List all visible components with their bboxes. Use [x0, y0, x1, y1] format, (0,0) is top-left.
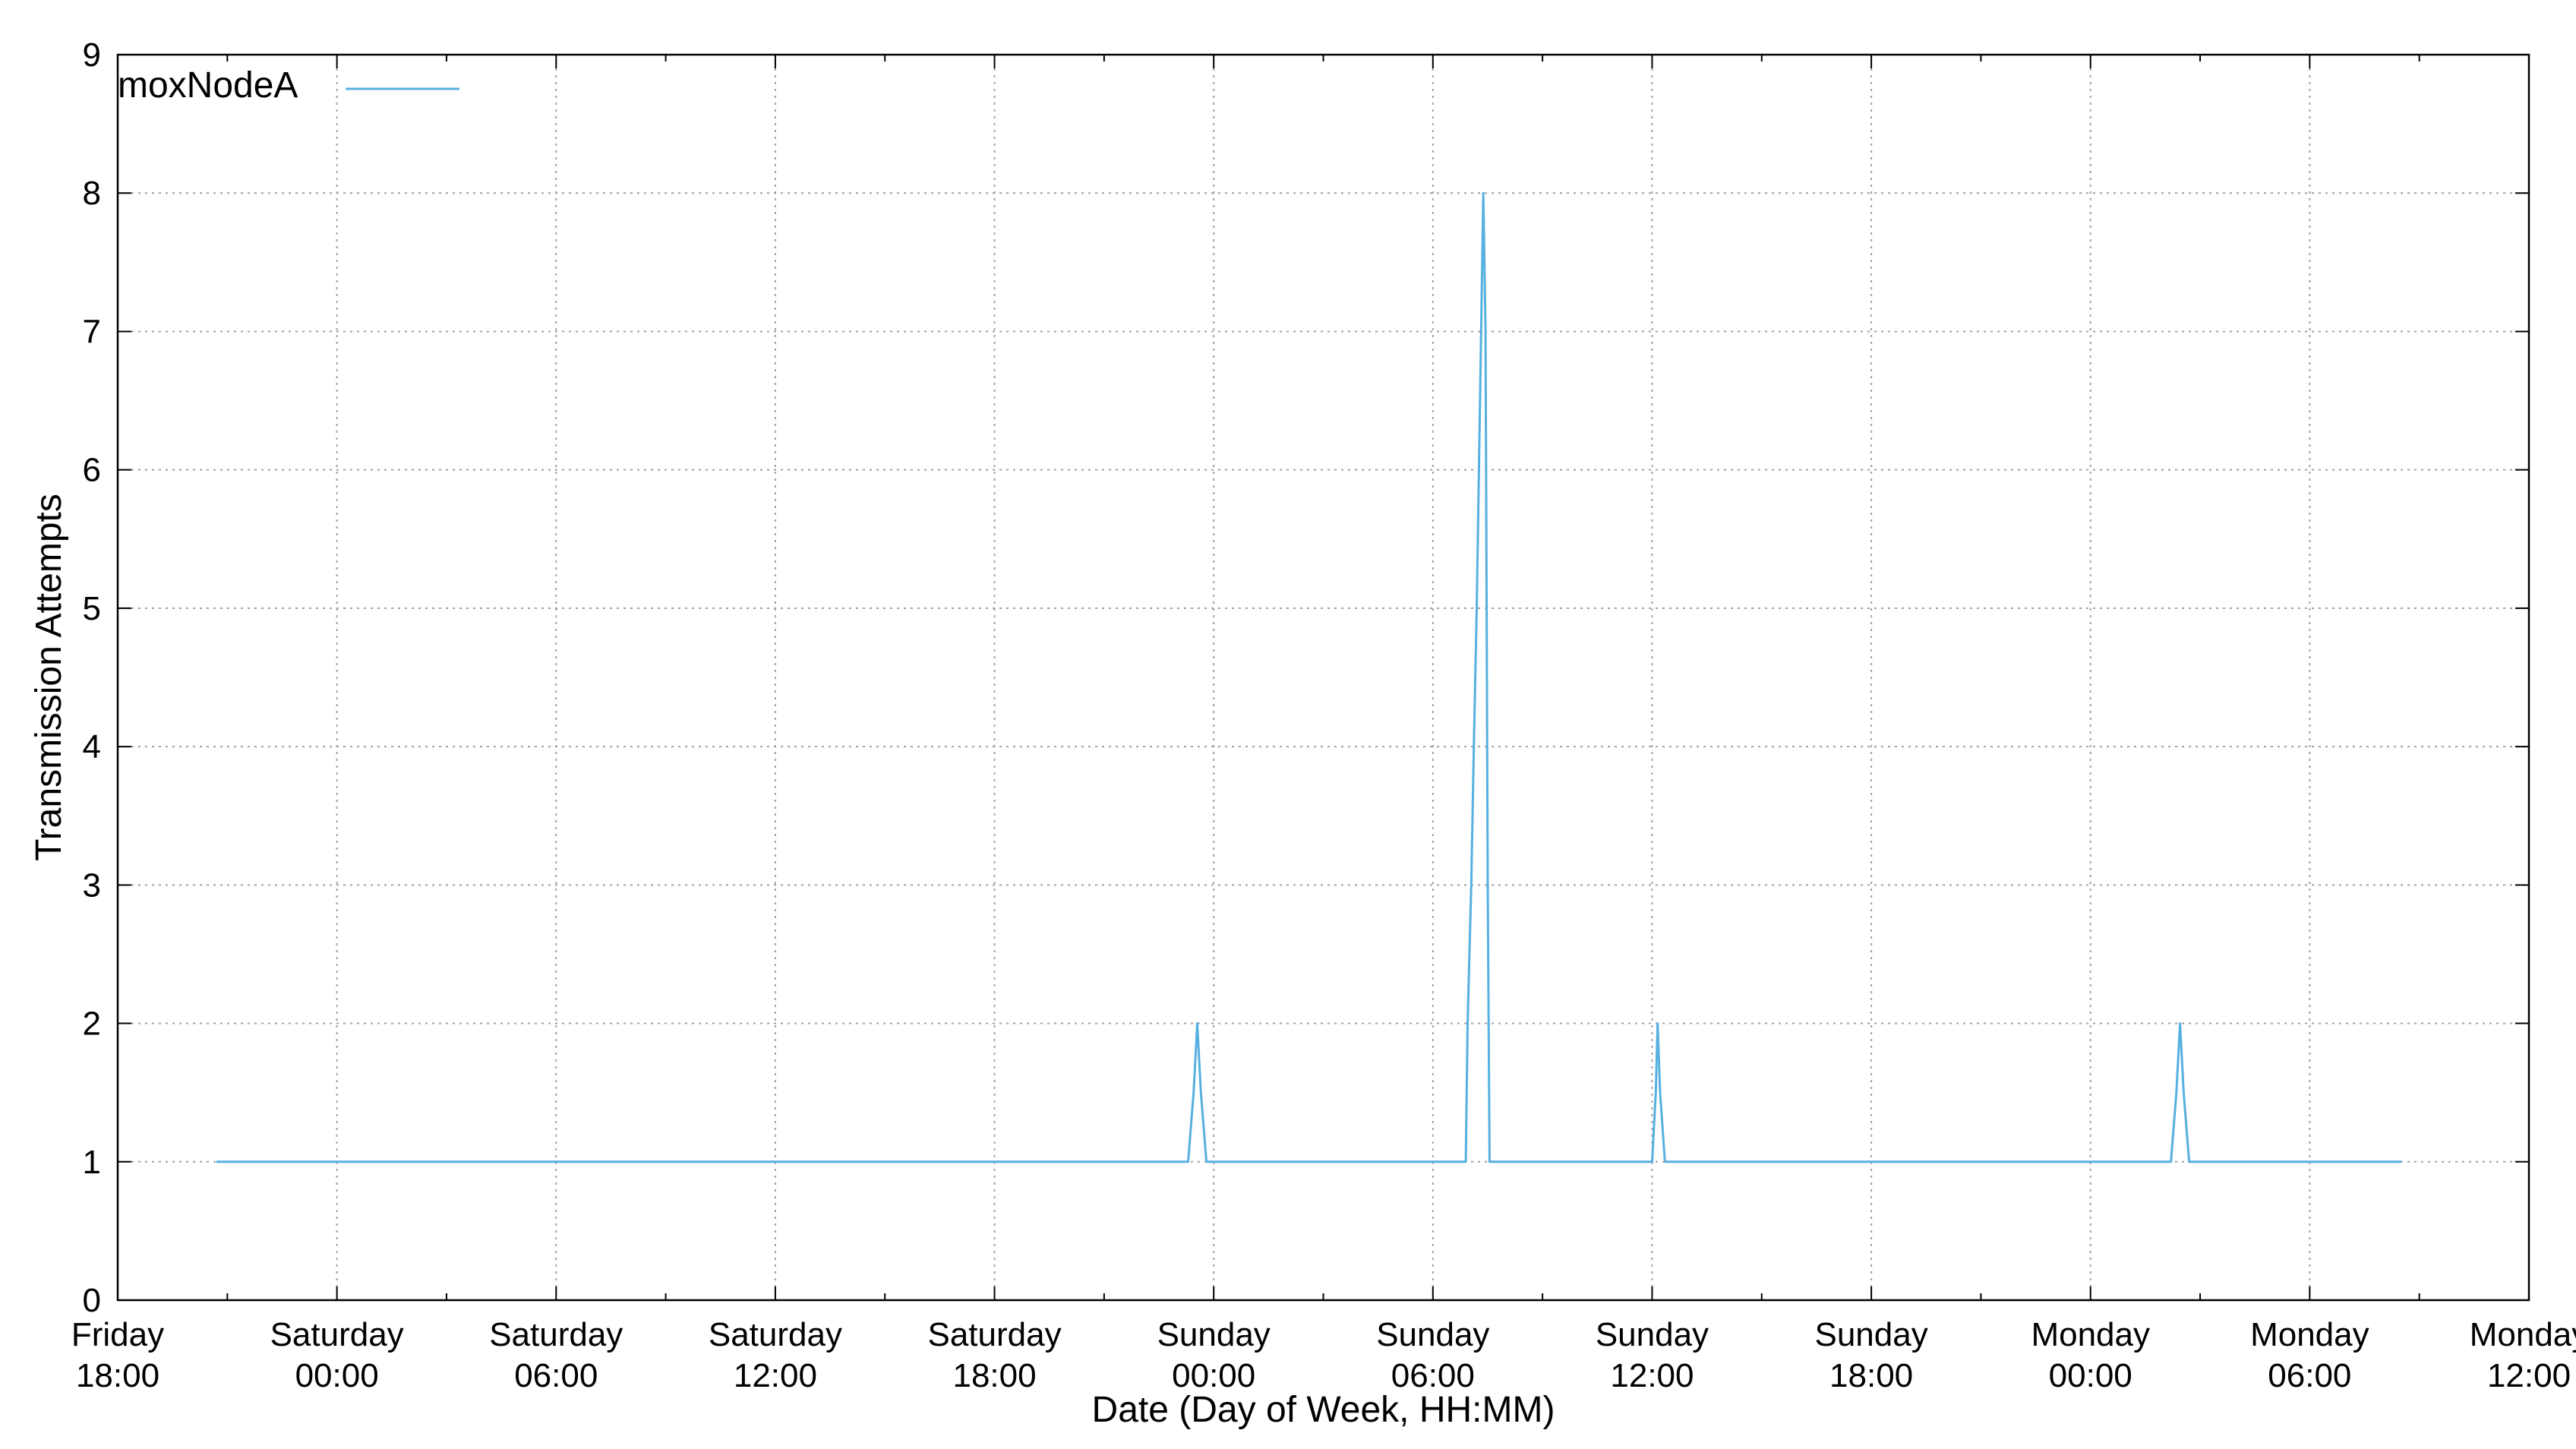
y-tick-label: 2: [83, 1005, 101, 1043]
x-tick-label-day: Saturday: [489, 1316, 623, 1353]
x-tick-label-time: 18:00: [1829, 1357, 1913, 1394]
x-tick-label-time: 00:00: [2049, 1357, 2132, 1394]
x-tick-label-time: 12:00: [734, 1357, 817, 1394]
y-tick-label: 3: [83, 867, 101, 904]
x-tick-label-day: Sunday: [1814, 1316, 1927, 1353]
y-tick-label: 4: [83, 728, 101, 766]
x-tick-label-day: Saturday: [709, 1316, 842, 1353]
y-tick-label: 9: [83, 36, 101, 74]
legend: moxNodeA: [118, 65, 459, 106]
x-tick-label-time: 06:00: [2268, 1357, 2351, 1394]
x-tick-label-day: Monday: [2031, 1316, 2150, 1353]
plot-frame: [116, 53, 2530, 1302]
x-axis-title: Date (Day of Week, HH:MM): [1092, 1390, 1555, 1430]
y-axis-title: Transmission Attempts: [29, 494, 69, 861]
y-tick-label: 1: [83, 1144, 101, 1181]
series-line-moxnodea: [216, 191, 2401, 1163]
x-tick-label-time: 00:00: [295, 1357, 379, 1394]
y-tick-label: 7: [83, 313, 101, 350]
plot-area: [216, 191, 2401, 1163]
y-tick-labels: 0 1 2 3 4 5 6 7 8 9: [83, 36, 101, 1319]
legend-label-moxnodea: moxNodeA: [118, 65, 298, 106]
tick-marks: [117, 54, 2530, 1301]
x-tick-label-day: Sunday: [1376, 1316, 1489, 1353]
y-tick-label: 8: [83, 175, 101, 212]
x-tick-label-time: 06:00: [514, 1357, 598, 1394]
x-tick-label-day: Sunday: [1157, 1316, 1271, 1353]
x-tick-label-time: 00:00: [1172, 1357, 1255, 1394]
x-tick-label-time: 12:00: [1610, 1357, 1694, 1394]
grid-lines: [118, 55, 2529, 1300]
y-tick-label: 0: [83, 1282, 101, 1319]
x-tick-label-time: 18:00: [76, 1357, 159, 1394]
y-tick-label: 6: [83, 452, 101, 489]
x-tick-label-time: 12:00: [2487, 1357, 2571, 1394]
x-tick-label-time: 18:00: [952, 1357, 1036, 1394]
x-tick-label-day: Saturday: [927, 1316, 1061, 1353]
x-tick-labels: Friday 18:00 Saturday 00:00 Saturday 06:00 Sat…: [71, 1316, 2576, 1394]
x-tick-label-day: Friday: [71, 1316, 164, 1353]
x-tick-label-day: Sunday: [1596, 1316, 1709, 1353]
y-tick-label: 5: [83, 590, 101, 627]
x-tick-label-day: Monday: [2470, 1316, 2576, 1353]
x-tick-label-day: Saturday: [270, 1316, 404, 1353]
x-tick-label-time: 06:00: [1391, 1357, 1475, 1394]
x-tick-label-day: Monday: [2250, 1316, 2369, 1353]
